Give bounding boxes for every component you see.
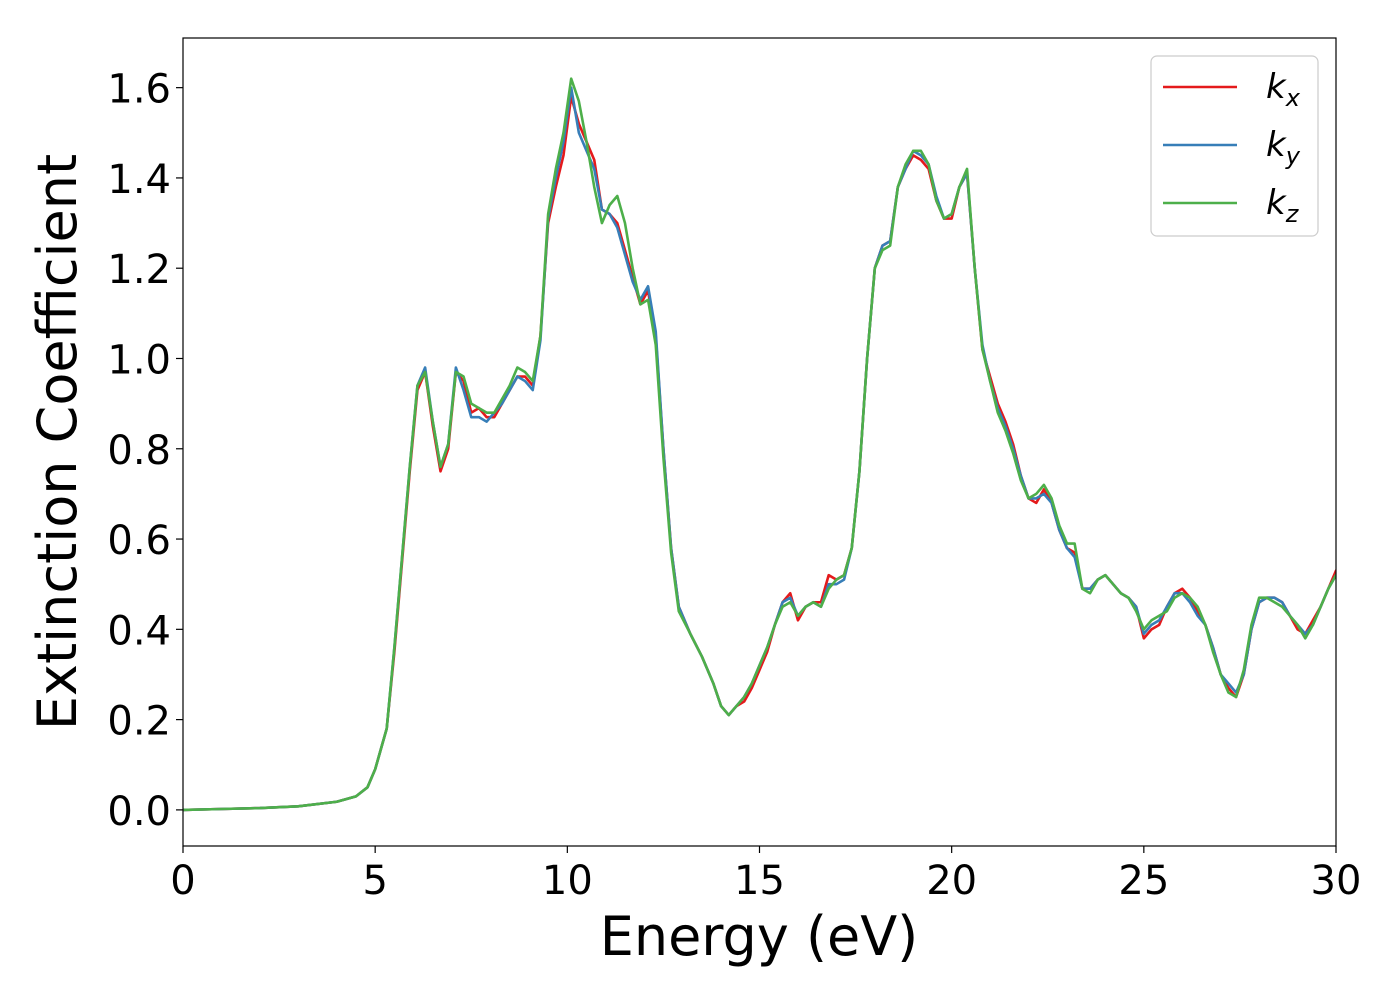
y-tick-label: 1.6 bbox=[107, 67, 171, 113]
y-tick-label: 0.2 bbox=[107, 699, 171, 745]
y-tick-label: 0.8 bbox=[107, 428, 171, 474]
series-lines bbox=[183, 77, 1336, 812]
y-tick-label: 0.0 bbox=[107, 789, 171, 835]
legend-label-subscript: z bbox=[1285, 200, 1300, 228]
legend-label-main: k bbox=[1266, 67, 1287, 107]
x-tick-label: 25 bbox=[1118, 858, 1169, 904]
legend-label-subscript: y bbox=[1285, 142, 1301, 170]
legend-label-main: k bbox=[1266, 125, 1287, 165]
y-tick-label: 0.6 bbox=[107, 518, 171, 564]
legend-label-subscript: x bbox=[1285, 84, 1301, 112]
y-tick-label: 1.2 bbox=[107, 247, 171, 293]
x-tick-label: 30 bbox=[1311, 858, 1362, 904]
legend-label-kx: kx bbox=[1266, 67, 1301, 112]
y-axis-title: Extinction Coefficient bbox=[26, 154, 89, 730]
x-tick-label: 15 bbox=[734, 858, 785, 904]
legend-label-kz: kz bbox=[1266, 183, 1300, 228]
legend-label-main: k bbox=[1266, 183, 1287, 223]
y-tick-label: 0.4 bbox=[107, 608, 171, 654]
y-tick-label: 1.4 bbox=[107, 157, 171, 203]
x-tick-label: 10 bbox=[542, 858, 593, 904]
y-axis: 0.0 0.2 0.4 0.6 0.8 1.0 1.2 1.4 1.6 bbox=[107, 67, 183, 835]
x-axis-title: Energy (eV) bbox=[600, 905, 919, 968]
series-line-k-z bbox=[183, 77, 1336, 812]
y-tick-label: 1.0 bbox=[107, 337, 171, 383]
x-tick-label: 0 bbox=[170, 858, 195, 904]
x-tick-label: 5 bbox=[362, 858, 387, 904]
x-tick-label: 20 bbox=[926, 858, 977, 904]
legend-label-ky: ky bbox=[1266, 125, 1301, 170]
series-line-k-y bbox=[183, 86, 1336, 812]
x-axis: 0 5 10 15 20 25 30 bbox=[170, 846, 1361, 904]
